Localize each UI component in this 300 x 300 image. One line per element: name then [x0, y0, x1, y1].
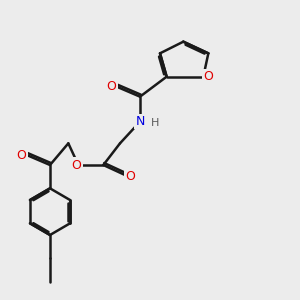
Text: O: O: [17, 148, 27, 161]
Text: O: O: [72, 158, 82, 172]
Text: O: O: [203, 70, 213, 83]
Text: N: N: [135, 115, 145, 128]
Text: O: O: [125, 170, 135, 183]
Text: O: O: [107, 80, 117, 93]
Text: H: H: [151, 118, 159, 128]
